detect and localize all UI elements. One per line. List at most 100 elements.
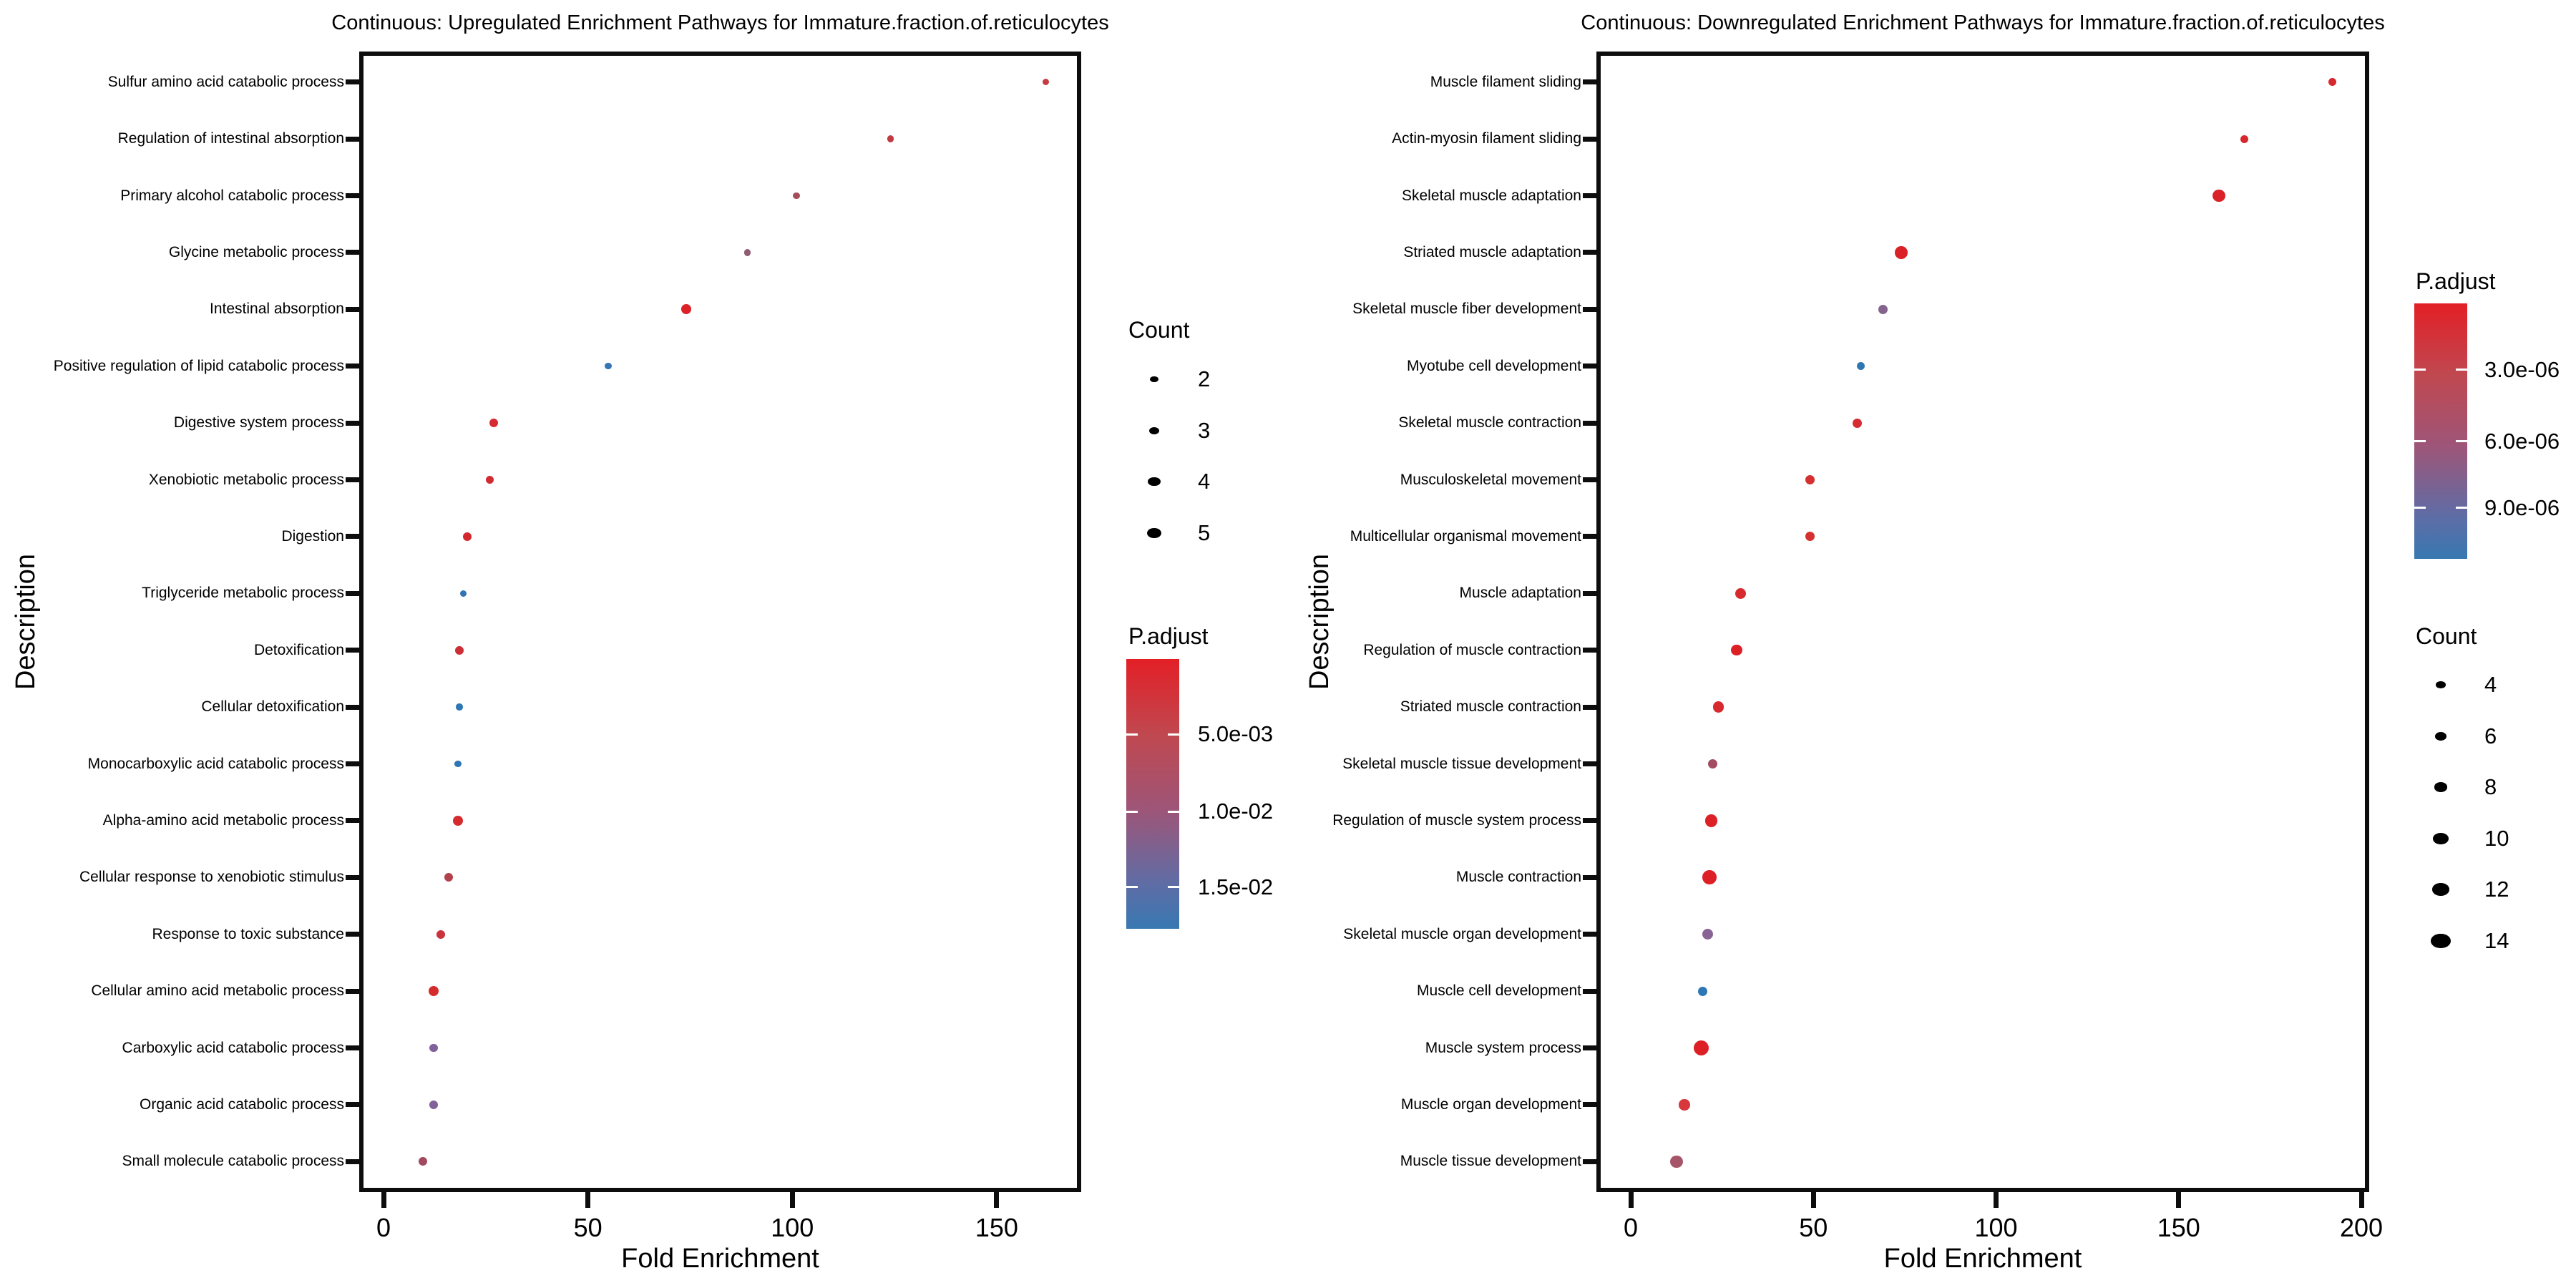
y-tick <box>1583 1102 1599 1108</box>
legend-padjust-gradient <box>1126 659 1179 929</box>
x-tick-label: 100 <box>771 1213 814 1242</box>
x-tick-label: 50 <box>1799 1213 1828 1242</box>
y-tick <box>346 250 361 255</box>
category-label: Organic acid catabolic process <box>140 1096 344 1113</box>
data-point <box>1805 532 1815 542</box>
data-point <box>1712 701 1724 713</box>
category-label: Striated muscle contraction <box>1400 698 1581 716</box>
category-label: Skeletal muscle contraction <box>1398 414 1581 431</box>
y-tick <box>346 193 361 198</box>
category-label: Intestinal absorption <box>210 301 344 318</box>
y-tick <box>346 1102 361 1108</box>
category-label: Musculoskeletal movement <box>1400 471 1581 488</box>
legend-count-label: 3 <box>1198 418 1211 443</box>
data-point <box>454 760 462 768</box>
data-point <box>452 815 464 826</box>
category-label: Myotube cell development <box>1407 357 1581 374</box>
category-label: Muscle adaptation <box>1459 585 1581 602</box>
data-point <box>1670 1155 1683 1169</box>
legend-count-label: 14 <box>2484 928 2509 953</box>
y-tick <box>1583 420 1599 426</box>
category-label: Striated muscle adaptation <box>1403 243 1581 260</box>
data-point <box>1693 1040 1709 1056</box>
y-tick <box>346 648 361 653</box>
data-point <box>793 192 800 200</box>
category-label: Muscle organ development <box>1400 1096 1581 1113</box>
data-point <box>444 873 454 882</box>
legend-padjust-gradient <box>2414 303 2467 559</box>
legend-count-title: Count <box>1128 317 1190 343</box>
legend-padjust-tick <box>2414 369 2426 371</box>
legend-padjust-tick <box>1168 733 1179 736</box>
category-label: Detoxification <box>253 641 344 658</box>
legend-count-label: 8 <box>2484 774 2497 799</box>
y-axis-title: Description <box>1304 553 1335 691</box>
y-tick <box>346 477 361 482</box>
category-label: Xenobiotic metabolic process <box>148 471 344 488</box>
data-point <box>418 1157 427 1166</box>
x-axis-title: Fold Enrichment <box>1883 1244 2082 1274</box>
panel-title: Continuous: Downregulated Enrichment Pat… <box>1581 11 2385 34</box>
legend-count-label: 4 <box>1198 469 1211 494</box>
legend-padjust-tick <box>2414 507 2426 509</box>
legend-padjust-tick <box>1126 886 1138 889</box>
legend-count-dot <box>2436 681 2446 688</box>
category-label: Cellular detoxification <box>201 698 344 716</box>
legend-count-label: 5 <box>1198 520 1211 545</box>
x-tick <box>1628 1192 1634 1208</box>
legend-count-dot <box>2431 883 2450 896</box>
category-label: Regulation of muscle contraction <box>1363 641 1581 658</box>
x-tick <box>789 1192 795 1208</box>
y-tick <box>1583 1045 1599 1050</box>
y-tick <box>1583 818 1599 824</box>
x-tick-label: 200 <box>2339 1213 2384 1242</box>
y-tick <box>1583 136 1599 142</box>
legend-count-title: Count <box>2416 623 2477 649</box>
y-tick <box>1583 988 1599 994</box>
data-point <box>1735 587 1746 599</box>
y-tick <box>346 818 361 824</box>
category-label: Muscle tissue development <box>1400 1153 1581 1170</box>
legend-count-dot <box>1150 376 1158 383</box>
y-tick <box>346 704 361 710</box>
category-label: Carboxylic acid catabolic process <box>122 1039 344 1056</box>
data-point <box>2212 189 2225 203</box>
legend-count-dot <box>2434 732 2447 741</box>
category-label: Skeletal muscle organ development <box>1343 925 1581 942</box>
y-tick <box>346 761 361 766</box>
data-point <box>428 986 439 997</box>
y-tick <box>1583 932 1599 937</box>
category-label: Skeletal muscle tissue development <box>1342 755 1581 772</box>
category-label: Small molecule catabolic process <box>122 1153 344 1170</box>
data-point <box>743 249 751 256</box>
category-label: Digestive system process <box>173 414 344 431</box>
legend-padjust-title: P.adjust <box>2416 268 2496 294</box>
data-point <box>429 1043 438 1053</box>
category-label: Multicellular organismal movement <box>1350 527 1581 545</box>
category-label: Sulfur amino acid catabolic process <box>107 73 344 90</box>
data-point <box>489 419 499 428</box>
category-label: Monocarboxylic acid catabolic process <box>87 755 344 772</box>
x-tick <box>381 1192 386 1208</box>
legend-padjust-tick <box>2414 440 2426 443</box>
data-point <box>1878 304 1888 314</box>
y-tick <box>346 79 361 85</box>
data-point <box>1697 986 1707 996</box>
y-tick <box>1583 590 1599 596</box>
data-point <box>887 135 894 142</box>
data-point <box>456 703 464 711</box>
y-axis-title: Description <box>11 553 41 691</box>
x-tick-label: 150 <box>975 1213 1018 1242</box>
x-axis-title: Fold Enrichment <box>621 1244 819 1274</box>
x-tick-label: 50 <box>573 1213 602 1242</box>
category-label: Muscle contraction <box>1455 869 1581 886</box>
x-tick-label: 100 <box>1974 1213 2018 1242</box>
legend-padjust-tick-label: 9.0e-06 <box>2484 494 2560 520</box>
data-point <box>1702 929 1713 940</box>
y-tick <box>346 1158 361 1164</box>
legend-padjust-tick-label: 5.0e-03 <box>1198 721 1274 747</box>
legend-padjust-tick <box>1168 886 1179 889</box>
x-tick <box>1994 1192 1999 1208</box>
x-tick <box>2176 1192 2182 1208</box>
y-tick <box>1583 534 1599 540</box>
